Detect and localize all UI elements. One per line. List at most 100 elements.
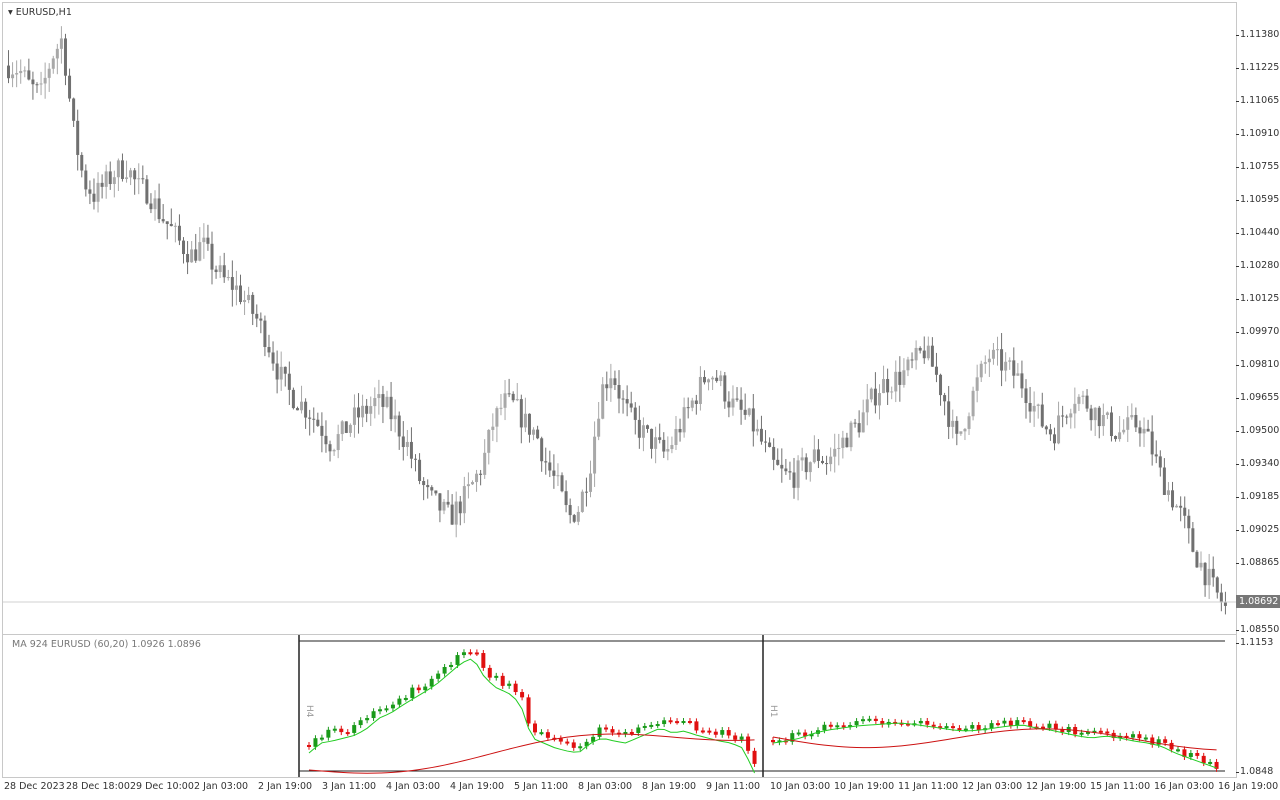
candle-body (613, 378, 617, 385)
indicator-candle-body (989, 723, 994, 729)
candle-body (564, 491, 568, 506)
indicator-candle-body (410, 687, 415, 698)
candle-body (365, 405, 369, 414)
candle-body (19, 70, 23, 74)
candle-body (271, 352, 275, 364)
candle-body (511, 393, 515, 401)
candle-body (1093, 407, 1097, 421)
indicator-candle-body (662, 720, 667, 725)
indicator-candle-body (957, 728, 962, 731)
candle-body (206, 237, 210, 244)
indicator-candle-body (610, 729, 615, 733)
price-tick: 1.11225 (1235, 62, 1280, 73)
time-tick: 28 Dec 18:00 (66, 781, 130, 792)
indicator-candle-body (835, 725, 840, 728)
symbol-title[interactable]: ▾ EURUSD,H1 (8, 7, 72, 18)
candle-body (51, 58, 55, 69)
candle-body (352, 407, 356, 425)
candle-body (1004, 361, 1008, 371)
indicator-candle-body (746, 736, 751, 751)
candle-body (340, 421, 344, 435)
indicator-candle-body (339, 728, 344, 733)
candle-body (1118, 432, 1122, 440)
indicator-candle-body (918, 720, 923, 724)
price-chart[interactable]: ▾ EURUSD,H1 (2, 2, 1237, 634)
indicator-candle-body (931, 724, 936, 727)
time-scale[interactable]: 28 Dec 2023 28 Dec 18:00 29 Dec 10:00 2 Jan… (0, 776, 1280, 800)
indicator-window[interactable]: MA 924 EURUSD (60,20) 1.0926 1.0896 H4 H1 (2, 634, 1237, 778)
candle-body (1052, 434, 1056, 444)
indicator-candle-body (681, 721, 686, 724)
candle-body (739, 399, 743, 410)
indicator-candle-body (500, 675, 505, 686)
indicator-candle-body (436, 673, 441, 679)
candle-body (1089, 408, 1093, 421)
candle-body (865, 399, 869, 413)
candle-body (466, 484, 470, 487)
indicator-candle-body (332, 728, 337, 731)
candle-body (666, 449, 670, 452)
candle-body (597, 418, 601, 437)
candle-body (328, 444, 332, 452)
candle-body (470, 482, 474, 485)
candle-body (267, 346, 271, 353)
time-tick: 11 Jan 11:00 (898, 781, 959, 792)
candle-body (1016, 373, 1020, 376)
candle-body (1154, 454, 1158, 457)
candle-body (934, 366, 938, 375)
candle-body (35, 84, 39, 86)
candle-body (1073, 403, 1077, 414)
indicator-candle-body (880, 720, 885, 725)
indicator-candle-body (429, 678, 434, 687)
candle-body (418, 459, 422, 482)
indicator-candle-body (584, 741, 589, 747)
candle-body (72, 98, 76, 121)
candle-body (393, 415, 397, 420)
candle-body (812, 449, 816, 463)
indicator-candle-body (397, 698, 402, 705)
candle-body (845, 437, 849, 448)
candle-body (173, 225, 177, 227)
candle-body (625, 399, 629, 404)
indicator-candle-body (1092, 730, 1097, 733)
indicator-candle-body (416, 687, 421, 691)
candle-body (238, 285, 242, 303)
indicator-candle-body (455, 655, 460, 665)
candle-body (234, 285, 238, 290)
time-tick: 9 Jan 11:00 (706, 781, 761, 792)
candle-body (735, 398, 739, 400)
indicator-candle-body (777, 740, 782, 743)
candle-body (112, 177, 116, 185)
candle-body (821, 460, 824, 464)
current-price-tag: 1.08692 (1236, 595, 1280, 608)
candle-body (747, 408, 751, 415)
candle-body (1008, 360, 1012, 362)
candle-body (833, 448, 837, 457)
candle-body (731, 398, 735, 408)
price-scale[interactable]: 1.11380 1.11225 1.11065 1.10910 1.10755 1.105… (1235, 0, 1280, 780)
indicator-candle-body (963, 728, 968, 731)
candle-body (226, 277, 230, 279)
indicator-candle-body (604, 727, 609, 730)
candle-body (784, 468, 788, 472)
indicator-candle-body (365, 718, 370, 721)
candle-body (532, 429, 536, 435)
candle-body (1211, 568, 1215, 578)
indicator-candle-body (468, 652, 473, 655)
candle-body (357, 407, 361, 418)
candle-body (442, 501, 446, 511)
indicator-candle-body (668, 720, 673, 723)
candle-body (312, 418, 316, 420)
candle-body (198, 242, 202, 261)
indicator-candle-body (694, 721, 699, 731)
price-tick: 1.11380 (1235, 29, 1280, 40)
indicator-candle-body (1188, 752, 1193, 757)
indicator-scale-low: 1.0848 (1235, 766, 1274, 777)
candle-body (434, 490, 438, 494)
candle-body (92, 193, 96, 202)
candle-body (487, 429, 491, 453)
candle-body (544, 461, 548, 463)
candle-body (454, 501, 458, 525)
candle-body (129, 170, 133, 178)
